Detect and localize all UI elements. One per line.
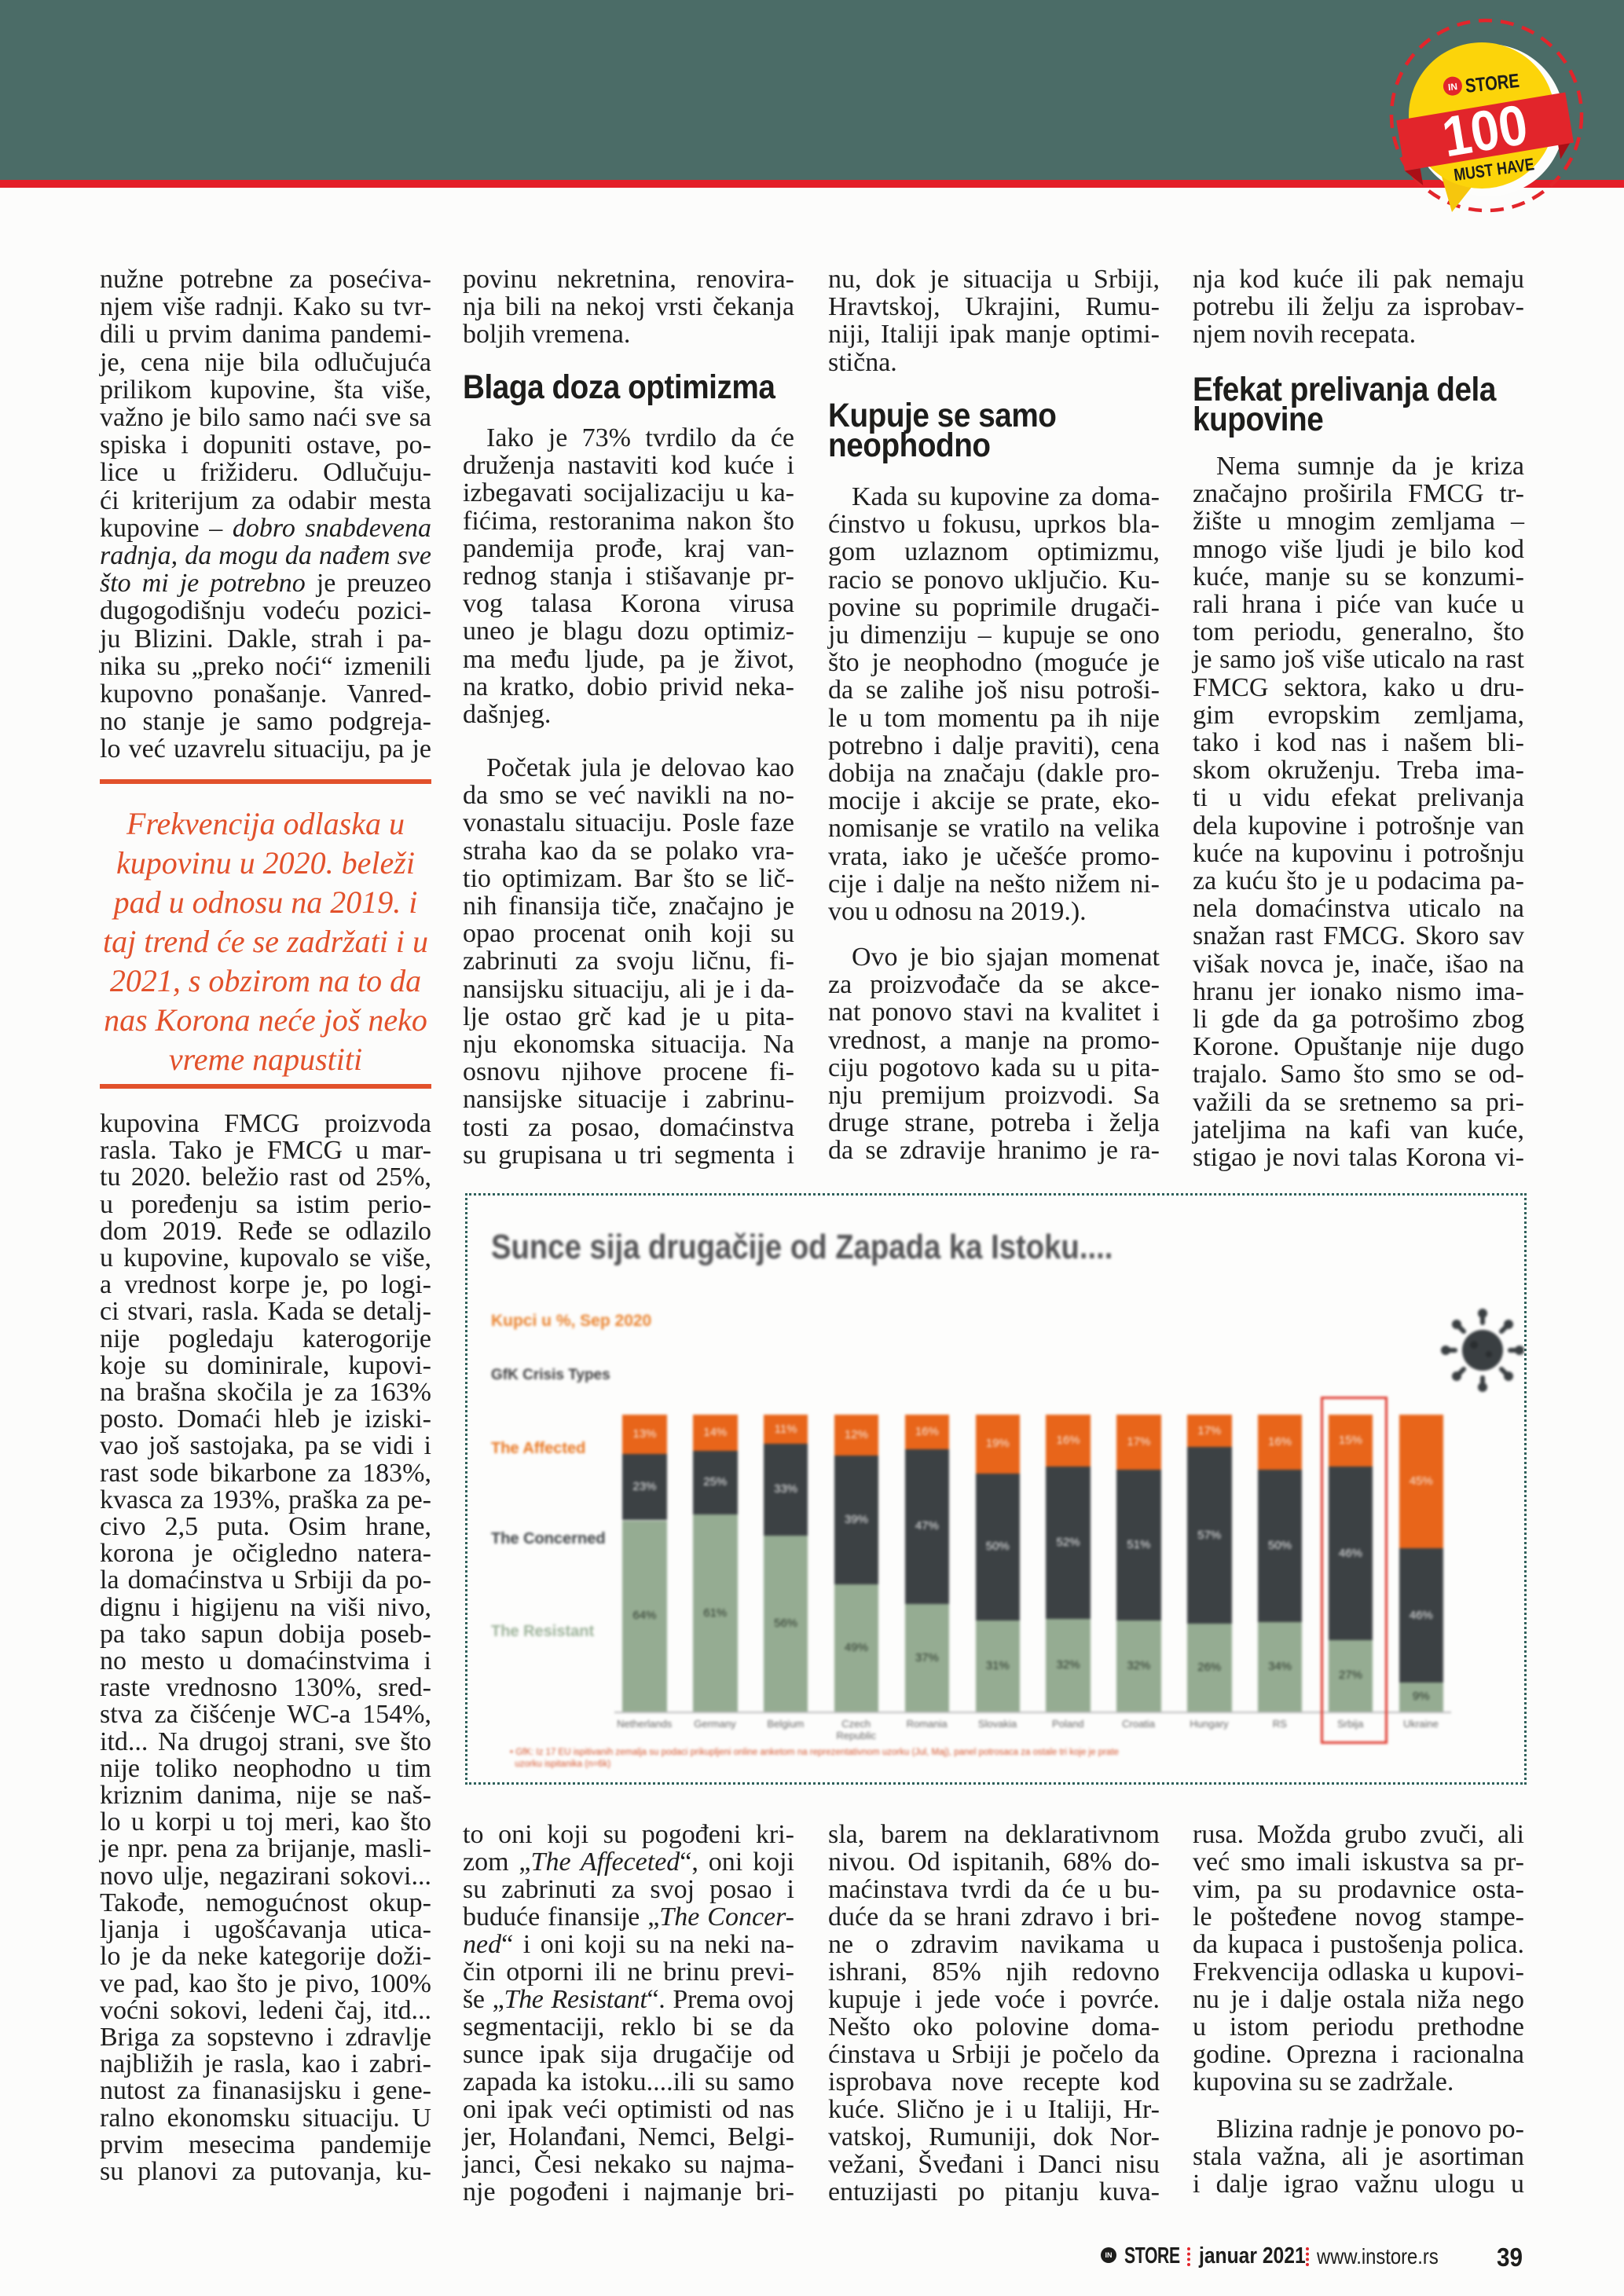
svg-text:IN: IN: [1447, 81, 1457, 93]
svg-text:100: 100: [1438, 93, 1532, 170]
